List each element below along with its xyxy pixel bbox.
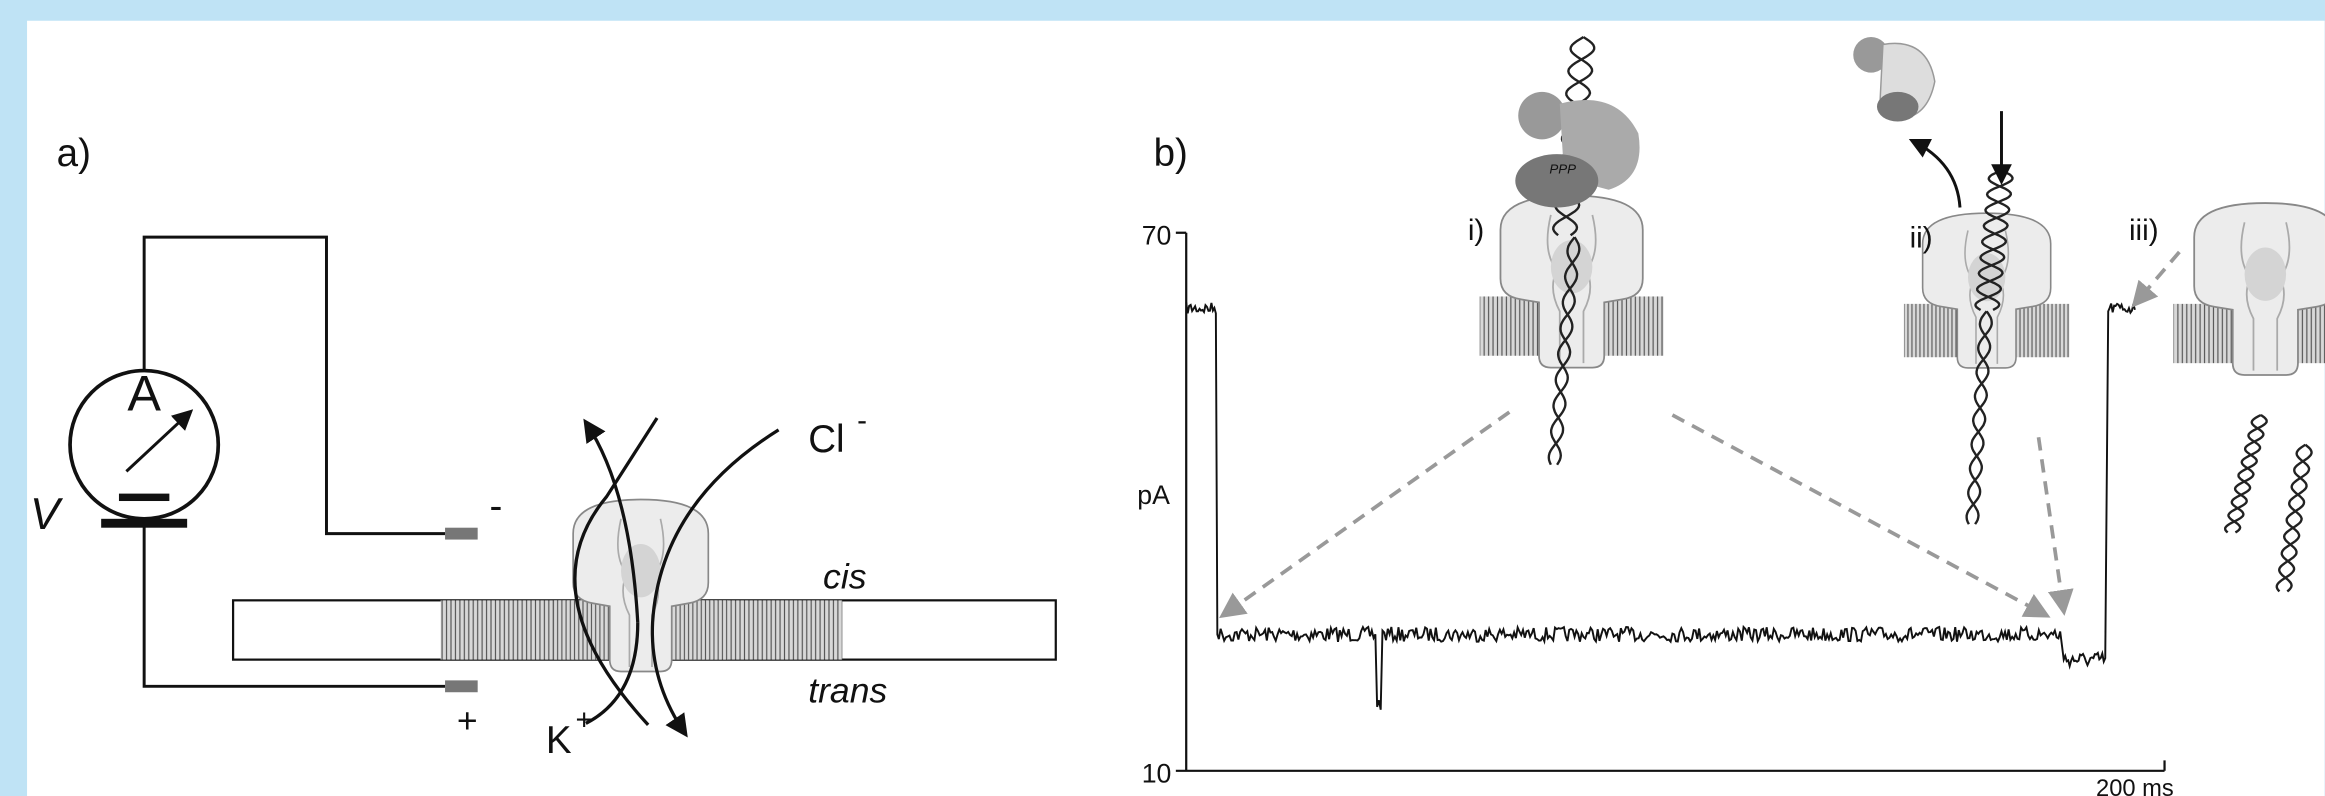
cation-label: K	[546, 719, 572, 762]
electrode	[445, 680, 478, 693]
enzyme	[1853, 37, 1889, 73]
anion-charge: -	[857, 404, 867, 437]
ammeter-needle	[125, 409, 194, 473]
y-top-label: 70	[1142, 221, 1172, 251]
ammeter-label: A	[127, 365, 161, 422]
state-label: iii)	[2129, 214, 2159, 247]
current-trace	[1185, 302, 2136, 710]
dna-helix	[2275, 443, 2311, 593]
pointer-arrow	[2036, 437, 2074, 616]
battery-plate	[101, 518, 188, 528]
pointer-arrow	[1219, 410, 1511, 619]
release-arrow	[1908, 138, 1962, 208]
ion-arrow	[583, 418, 640, 623]
ion-path	[573, 417, 659, 726]
cis-label: cis	[823, 556, 867, 596]
dna-helix	[1974, 169, 2013, 311]
electrode	[445, 527, 478, 540]
panel-label: b)	[1154, 132, 1188, 175]
battery-plate	[118, 493, 170, 502]
state-label: i)	[1468, 214, 1484, 247]
voltage-label: V	[30, 490, 64, 539]
ion-path	[585, 622, 640, 725]
dna-helix	[2227, 414, 2268, 534]
cation-charge: +	[576, 703, 593, 736]
dna-helix	[2223, 413, 2265, 534]
y-unit-label: pA	[1137, 480, 1170, 510]
dna-helix	[2278, 443, 2313, 593]
trans-label: trans	[808, 671, 887, 711]
enzyme	[1876, 91, 1919, 122]
dna-helix	[1975, 169, 2014, 311]
dna-helix	[1549, 236, 1581, 466]
enzyme	[1515, 154, 1599, 208]
ppp-label: PPP	[1549, 161, 1576, 176]
minus-label: -	[490, 485, 503, 528]
axes	[1175, 231, 2166, 772]
y-bottom-label: 10	[1142, 759, 1172, 789]
anion-label: Cl	[808, 418, 844, 461]
nanopore	[552, 498, 729, 673]
dna-helix	[1965, 310, 1992, 525]
dna-helix	[1547, 236, 1579, 466]
panel-background	[27, 20, 2325, 796]
plus-label: +	[457, 700, 478, 740]
dna-helix	[1967, 310, 1993, 525]
enzyme	[1518, 91, 1566, 140]
state-label: ii)	[1910, 222, 1933, 255]
pointer-arrow	[1671, 413, 2051, 618]
ion-arrow	[650, 428, 780, 738]
panel-label: a)	[57, 132, 91, 175]
ammeter	[68, 368, 221, 521]
nanopore	[2172, 202, 2325, 376]
pointer-arrow	[2131, 250, 2181, 308]
scale-bar-label: 200 ms	[2096, 776, 2174, 796]
